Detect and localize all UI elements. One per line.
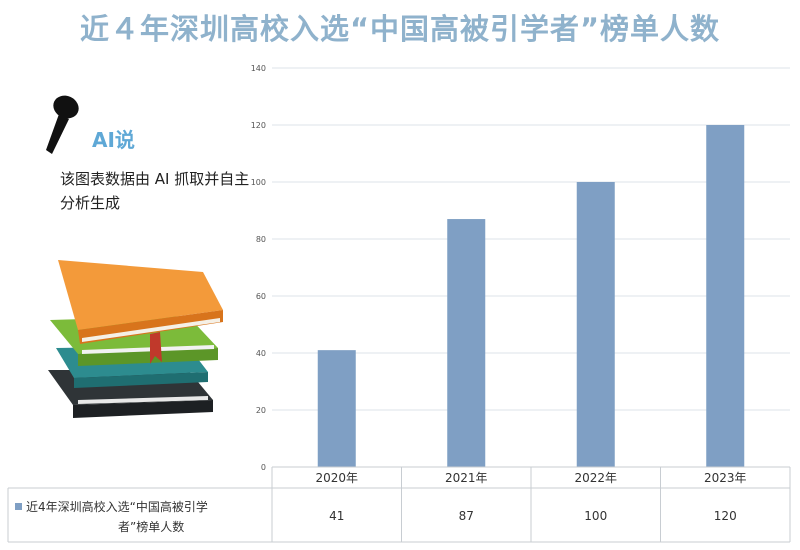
bar — [317, 350, 356, 467]
data-label: 100 — [584, 509, 607, 523]
legend-label: 近4年深圳高校入选“中国高被引学 — [26, 499, 208, 514]
bar — [706, 125, 745, 467]
y-tick-label: 60 — [256, 292, 266, 301]
y-tick-label: 20 — [256, 406, 266, 415]
y-tick-label: 80 — [256, 235, 266, 244]
x-category-label: 2020年 — [315, 471, 358, 485]
ai-note: 该图表数据由 AI 抓取并自主分析生成 — [60, 170, 250, 212]
x-category-label: 2023年 — [704, 471, 747, 485]
bar — [576, 182, 615, 467]
data-label: 87 — [459, 509, 474, 523]
microphone-icon — [46, 95, 79, 154]
data-label: 120 — [714, 509, 737, 523]
y-tick-label: 0 — [261, 463, 266, 472]
x-category-label: 2022年 — [574, 471, 617, 485]
y-tick-label: 100 — [251, 178, 266, 187]
y-tick-label: 140 — [251, 64, 266, 73]
bar — [447, 219, 486, 467]
books-illustration — [48, 260, 223, 418]
x-category-label: 2021年 — [445, 471, 488, 485]
data-label: 41 — [329, 509, 344, 523]
ai-badge: AI说 该图表数据由 AI 抓取并自主分析生成 — [40, 92, 250, 222]
bars — [317, 125, 745, 467]
chart-title: 近４年深圳高校入选“中国高被引学者”榜单人数 — [79, 12, 721, 46]
data-table: 2020年 2021年 2022年 2023年 41 87 100 120 近4年深圳高校入选“… — [7, 466, 791, 543]
y-tick-label: 120 — [251, 121, 266, 130]
ai-label: AI说 — [92, 128, 135, 152]
legend-swatch — [15, 503, 22, 510]
y-tick-label: 40 — [256, 349, 266, 358]
legend-label: 者”榜单人数 — [118, 519, 184, 534]
